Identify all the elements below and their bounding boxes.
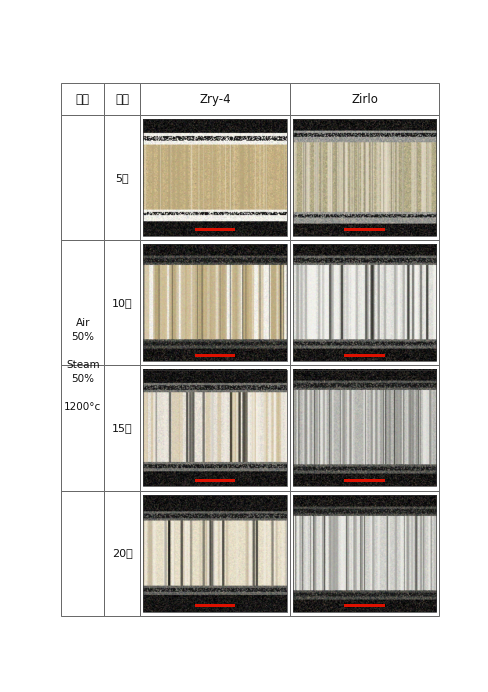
Bar	[61, 115, 104, 240]
Text: Zirlo: Zirlo	[351, 93, 378, 105]
Text: 20분: 20분	[112, 548, 133, 558]
Text: 10분: 10분	[112, 298, 133, 308]
Bar	[293, 495, 436, 612]
Text: 시간: 시간	[116, 93, 129, 105]
Bar	[345, 228, 385, 231]
Bar	[290, 491, 439, 616]
Bar	[104, 365, 141, 491]
Bar	[143, 119, 287, 236]
Text: 15분: 15분	[112, 423, 133, 433]
Text: Zry-4: Zry-4	[199, 93, 231, 105]
Text: Air
50%

Steam
50%

1200°c: Air 50% Steam 50% 1200°c	[64, 318, 102, 412]
Bar	[143, 495, 287, 612]
Bar	[61, 365, 104, 491]
Bar	[141, 240, 290, 365]
Bar	[293, 119, 436, 236]
Bar	[104, 83, 141, 115]
Bar	[195, 479, 235, 482]
Bar	[61, 240, 104, 365]
Bar	[141, 83, 290, 115]
Bar	[143, 370, 287, 486]
Bar	[104, 491, 141, 616]
Bar	[345, 479, 385, 482]
Text: 온도: 온도	[76, 93, 90, 105]
Bar	[141, 491, 290, 616]
Bar	[290, 365, 439, 491]
Bar	[293, 244, 436, 361]
Bar	[61, 491, 104, 616]
Bar	[195, 228, 235, 231]
Text: 5분: 5분	[116, 172, 129, 183]
Bar	[345, 604, 385, 607]
Bar	[61, 83, 104, 115]
Bar	[195, 604, 235, 607]
Bar	[195, 354, 235, 356]
Bar	[290, 240, 439, 365]
Bar	[141, 365, 290, 491]
Bar	[141, 115, 290, 240]
Bar	[104, 240, 141, 365]
Bar	[345, 354, 385, 356]
Bar	[143, 244, 287, 361]
Bar	[104, 115, 141, 240]
Bar	[290, 83, 439, 115]
Bar	[293, 370, 436, 486]
Bar	[290, 115, 439, 240]
